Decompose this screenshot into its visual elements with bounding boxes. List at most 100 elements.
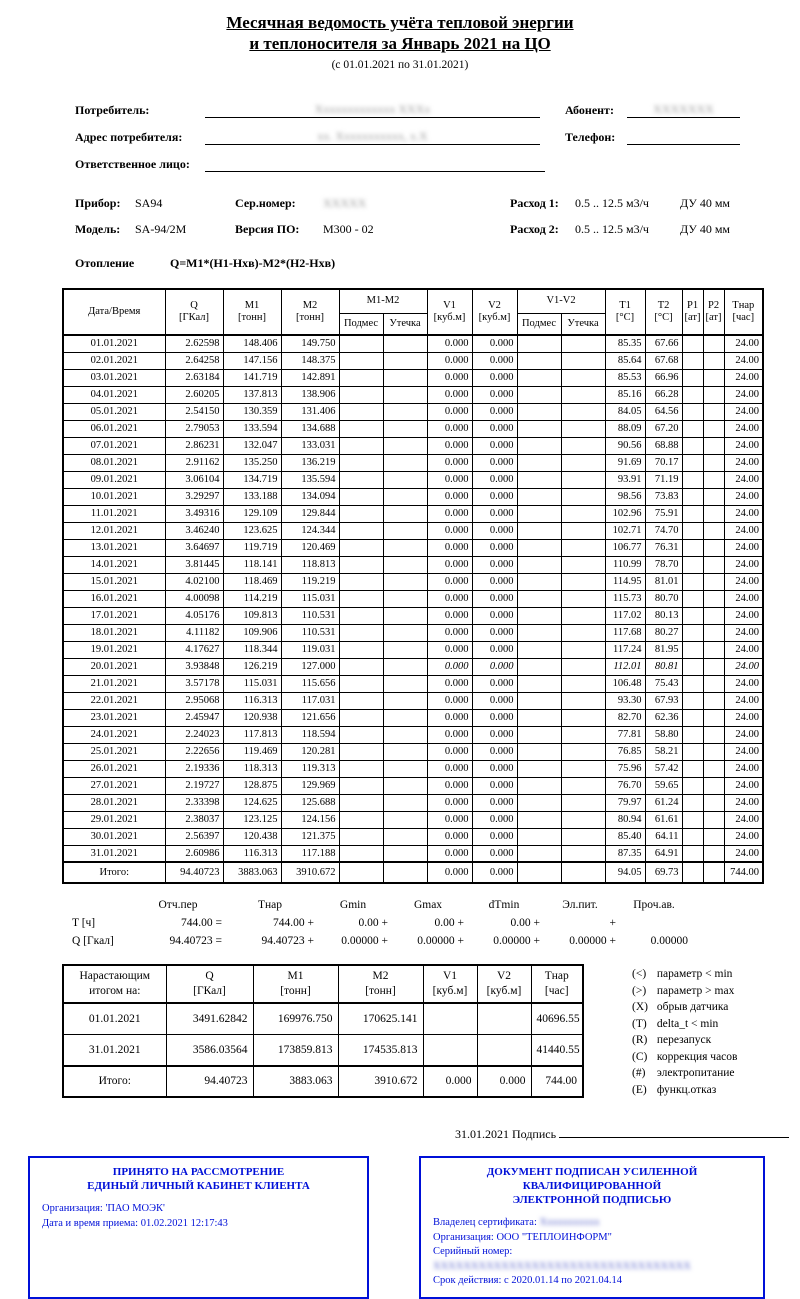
value-cell [560, 674, 606, 693]
table-row: 31.01.2021 2.60986 116.313 117.188 0.000 0.00… [62, 844, 764, 863]
value-cell [681, 487, 704, 506]
flow1-du: ДУ 40 мм [680, 195, 731, 210]
value-cell: 3491.62842 [165, 1002, 254, 1035]
value-cell [382, 742, 428, 761]
summary-t-value: 0.00 + [434, 917, 465, 929]
table-row: 07.01.2021 2.86231 132.047 133.031 0.000 0.00… [62, 436, 764, 455]
value-cell: 2.45947 [164, 708, 224, 727]
value-cell [560, 742, 606, 761]
value-cell: 24.00 [723, 572, 764, 591]
value-cell: 110.99 [604, 555, 646, 574]
table-row: 02.01.2021 2.64258 147.156 148.375 0.000 0.00… [62, 351, 764, 370]
value-cell [681, 419, 704, 438]
totals-tnar: 744.00 [723, 861, 764, 884]
col-p1: P1 [ат] [681, 288, 704, 336]
value-cell: 118.594 [280, 725, 340, 744]
serial-label: Сер.номер: [235, 195, 296, 210]
value-cell: 0.000 [476, 1064, 532, 1098]
value-cell: 3586.03564 [165, 1033, 254, 1067]
value-cell [560, 436, 606, 455]
value-cell: 0.000 [426, 810, 473, 829]
value-cell: 64.56 [644, 402, 683, 421]
value-cell: 123.125 [222, 810, 282, 829]
daily-rows-body: 01.01.2021 2.62598 148.406 149.750 0.000 0.00… [62, 334, 764, 863]
value-cell: 24.00 [723, 844, 764, 863]
value-cell: 24.00 [723, 657, 764, 676]
firmware-label: Версия ПО: [235, 221, 300, 236]
value-cell: 0.000 [422, 1064, 478, 1098]
value-cell: 2.38037 [164, 810, 224, 829]
value-cell [422, 1033, 478, 1067]
value-cell [382, 436, 428, 455]
value-cell [338, 691, 384, 710]
device-row-2: Модель: SA-94/2M Версия ПО: M300 - 02 Ра… [75, 216, 800, 242]
value-cell [382, 504, 428, 523]
value-cell: 4.05176 [164, 606, 224, 625]
value-cell: 127.000 [280, 657, 340, 676]
value-cell [516, 538, 562, 557]
value-cell: 82.70 [604, 708, 646, 727]
value-cell: 3.81445 [164, 555, 224, 574]
value-cell [681, 334, 704, 353]
value-cell: 0.000 [471, 674, 518, 693]
value-cell [560, 334, 606, 353]
cert-owner-line: Владелец сертификата: Xxxxxxxxxxx [433, 1216, 751, 1231]
value-cell: 24.00 [723, 606, 764, 625]
date-cell: 08.01.2021 [62, 453, 166, 472]
value-cell: 0.000 [426, 657, 473, 676]
value-cell: 24.00 [723, 538, 764, 557]
summary-q-label: Q [Гкал] [72, 935, 114, 947]
value-cell: 24.00 [723, 504, 764, 523]
value-cell [516, 419, 562, 438]
signature-date: 31.01.2021 [455, 1127, 509, 1141]
legend-list: (<) параметр < min (>) параметр > max (X) … [632, 964, 737, 1098]
totals-empty [338, 861, 384, 884]
value-cell: 0.000 [471, 385, 518, 404]
value-cell: 126.219 [222, 657, 282, 676]
value-cell [560, 402, 606, 421]
value-cell: 118.344 [222, 640, 282, 659]
flow1-label: Расход 1: [510, 195, 559, 210]
responsible-value [205, 155, 545, 172]
value-cell: 0.000 [471, 453, 518, 472]
value-cell: 149.750 [280, 334, 340, 353]
value-cell [560, 419, 606, 438]
value-cell [382, 385, 428, 404]
date-cell: 11.01.2021 [62, 504, 166, 523]
value-cell [516, 725, 562, 744]
value-cell: 24.00 [723, 351, 764, 370]
value-cell [382, 708, 428, 727]
value-cell: 124.156 [280, 810, 340, 829]
value-cell [338, 334, 384, 353]
value-cell: 148.375 [280, 351, 340, 370]
value-cell: 73.83 [644, 487, 683, 506]
value-cell: 117.188 [280, 844, 340, 863]
table-row: 20.01.2021 3.93848 126.219 127.000 0.000 0.00… [62, 657, 764, 676]
value-cell: 98.56 [604, 487, 646, 506]
stamps-row: ПРИНЯТО НА РАССМОТРЕНИЕ ЕДИНЫЙ ЛИЧНЫЙ КА… [28, 1156, 800, 1299]
value-cell [560, 623, 606, 642]
value-cell: 124.625 [222, 793, 282, 812]
value-cell [560, 572, 606, 591]
value-cell: 0.000 [471, 351, 518, 370]
value-cell [516, 385, 562, 404]
date-cell: 03.01.2021 [62, 368, 166, 387]
table-row: 25.01.2021 2.22656 119.469 120.281 0.000 0.00… [62, 742, 764, 761]
value-cell [382, 470, 428, 489]
value-cell [702, 827, 725, 846]
value-cell: 110.531 [280, 606, 340, 625]
value-cell: 120.438 [222, 827, 282, 846]
value-cell [338, 759, 384, 778]
value-cell: 0.000 [426, 555, 473, 574]
value-cell: 119.719 [222, 538, 282, 557]
value-cell: 0.000 [471, 572, 518, 591]
value-cell: 4.00098 [164, 589, 224, 608]
value-cell: 4.02100 [164, 572, 224, 591]
date-cell: 13.01.2021 [62, 538, 166, 557]
summary-equations: Отч.пер Тнар Gmin Gmax dTmin Эл.пит. Про… [70, 896, 690, 950]
value-cell: 3883.063 [252, 1064, 339, 1098]
value-cell: 148.406 [222, 334, 282, 353]
value-cell: 134.094 [280, 487, 340, 506]
value-cell: 0.000 [426, 793, 473, 812]
value-cell: 0.000 [471, 589, 518, 608]
